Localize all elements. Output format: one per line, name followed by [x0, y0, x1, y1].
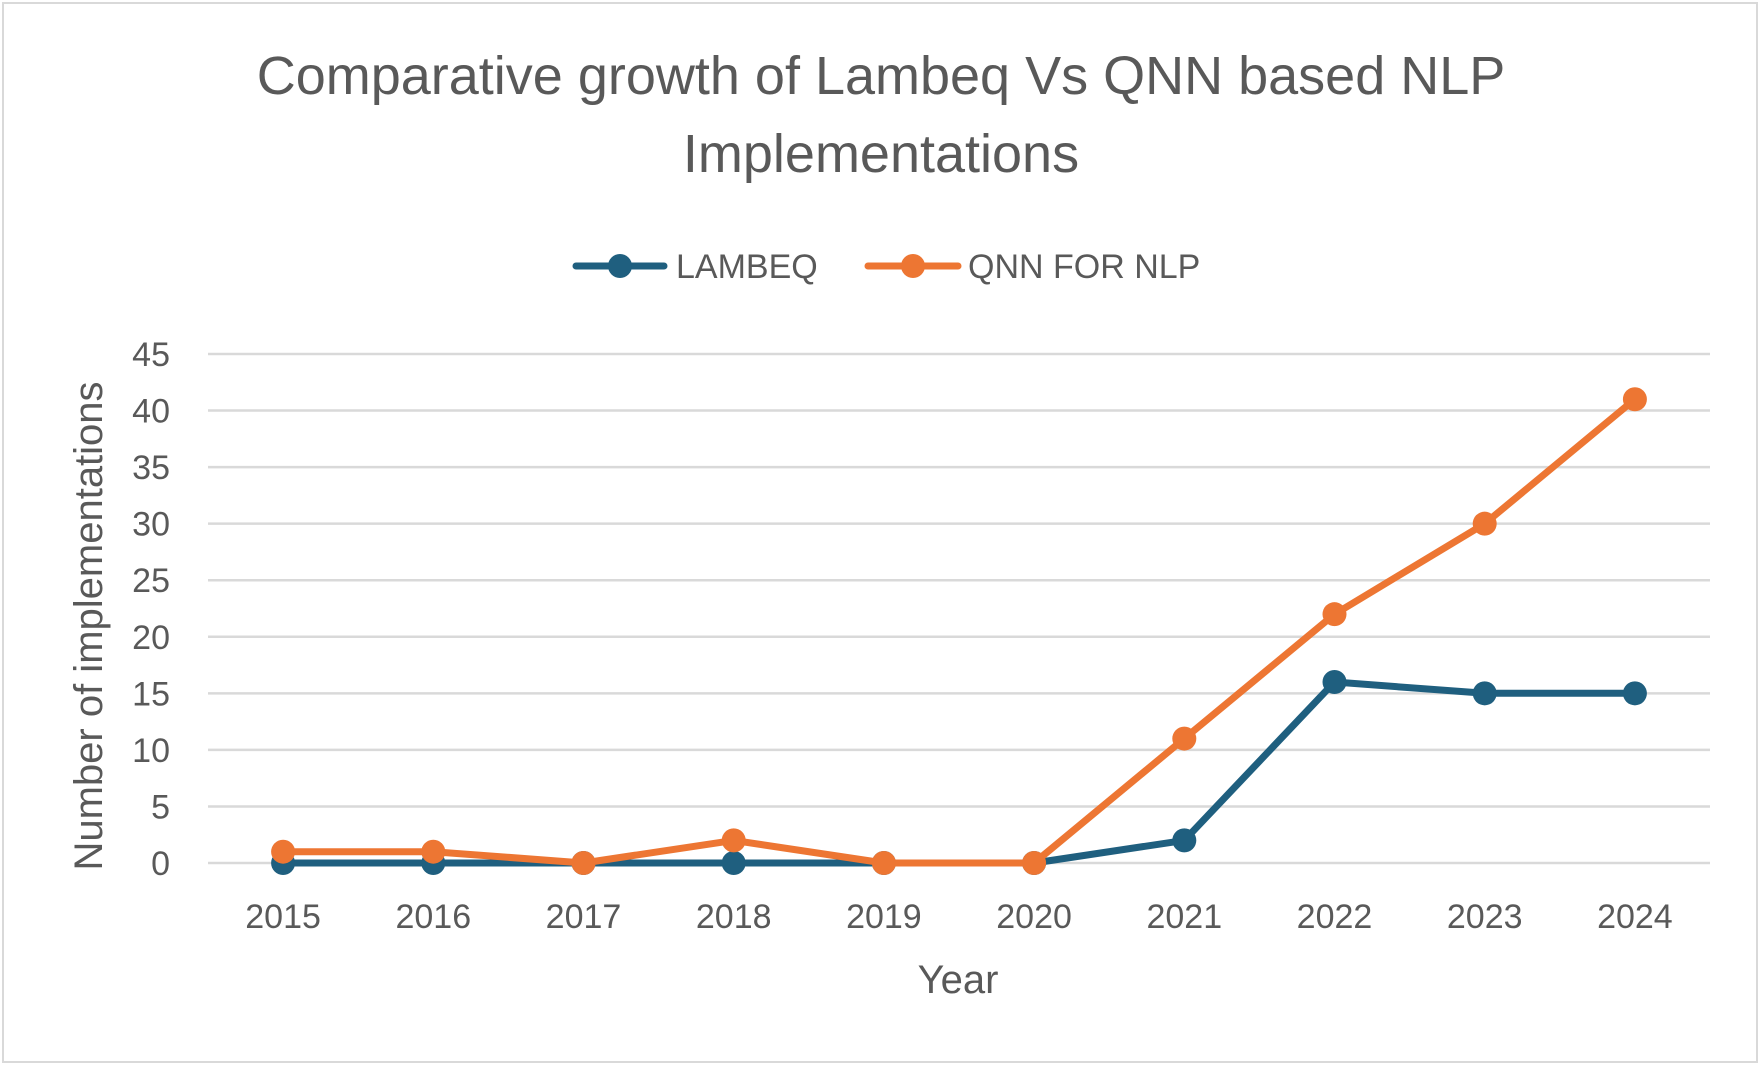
series-qnn-for-nlp — [271, 387, 1647, 875]
series-layer — [271, 387, 1647, 875]
data-point — [1622, 387, 1647, 412]
x-tick-label: 2022 — [1297, 898, 1373, 936]
gridlines — [208, 352, 1710, 865]
y-tick-label: 30 — [132, 506, 170, 544]
data-point — [1472, 681, 1497, 706]
data-point — [1322, 670, 1347, 695]
x-tick-label: 2016 — [395, 898, 471, 936]
data-point — [271, 839, 296, 864]
series-lambeq — [271, 670, 1647, 875]
data-point — [1622, 681, 1647, 706]
y-tick-label: 40 — [132, 393, 170, 431]
data-point — [1022, 851, 1047, 875]
x-tick-label: 2020 — [996, 898, 1072, 936]
y-tick-label: 35 — [132, 449, 170, 487]
data-point — [421, 839, 446, 864]
data-point — [721, 828, 746, 853]
x-tick-label: 2021 — [1146, 898, 1222, 936]
data-point — [571, 851, 596, 875]
chart-title-line-2: Implementations — [683, 124, 1079, 184]
legend-entry: LAMBEQ — [572, 248, 818, 286]
data-point — [871, 851, 896, 875]
data-point — [721, 851, 746, 875]
series-line — [279, 395, 1639, 867]
y-axis-label: Number of implementations — [67, 381, 111, 870]
series-line — [279, 678, 1639, 867]
legend-label: LAMBEQ — [676, 248, 818, 286]
legend-marker — [608, 254, 632, 278]
legend-label: QNN FOR NLP — [968, 248, 1200, 286]
y-tick-label: 10 — [132, 732, 170, 770]
x-tick-label: 2023 — [1447, 898, 1523, 936]
y-tick-label: 0 — [151, 845, 170, 883]
legend-entry: QNN FOR NLP — [864, 248, 1200, 286]
y-tick-label: 25 — [132, 562, 170, 600]
data-point — [1172, 828, 1197, 853]
x-tick-label: 2017 — [546, 898, 622, 936]
x-axis-ticks: 2015 2016 2017 2018 2019 2020 2021 2022 2023 2024 — [245, 898, 1672, 936]
x-tick-label: 2018 — [696, 898, 772, 936]
chart-title-line-1: Comparative growth of Lambeq Vs QNN base… — [257, 46, 1506, 106]
data-point — [1472, 511, 1497, 536]
data-point — [1172, 726, 1197, 751]
data-point — [1322, 602, 1347, 627]
x-tick-label: 2019 — [846, 898, 922, 936]
legend-marker — [901, 254, 925, 278]
x-tick-label: 2024 — [1597, 898, 1673, 936]
legend: LAMBEQ QNN FOR NLP — [572, 248, 1200, 286]
y-tick-label: 20 — [132, 619, 170, 657]
y-tick-label: 45 — [132, 336, 170, 374]
x-axis-label: Year — [918, 958, 999, 1002]
y-axis-ticks: 0 5 10 15 20 25 30 35 40 45 — [132, 336, 170, 883]
y-tick-label: 15 — [132, 675, 170, 713]
x-tick-label: 2015 — [245, 898, 321, 936]
y-tick-label: 5 — [151, 788, 170, 826]
